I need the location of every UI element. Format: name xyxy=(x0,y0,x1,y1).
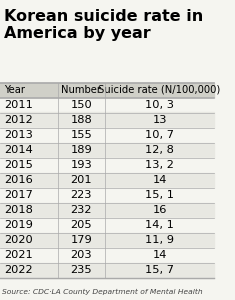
Text: 15, 7: 15, 7 xyxy=(145,265,174,275)
Text: 189: 189 xyxy=(70,145,92,155)
Text: 223: 223 xyxy=(71,190,92,200)
Text: 203: 203 xyxy=(70,250,92,260)
Text: 2017: 2017 xyxy=(4,190,33,200)
Text: Source: CDC·LA County Department of Mental Health: Source: CDC·LA County Department of Ment… xyxy=(2,289,203,295)
Text: 2022: 2022 xyxy=(4,265,33,275)
Text: 2013: 2013 xyxy=(4,130,33,140)
Bar xyxy=(0,142,214,158)
Text: 235: 235 xyxy=(70,265,92,275)
Text: 188: 188 xyxy=(70,115,92,125)
Text: 2012: 2012 xyxy=(4,115,33,125)
Text: 12, 8: 12, 8 xyxy=(145,145,174,155)
Bar xyxy=(0,232,214,247)
Text: 11, 9: 11, 9 xyxy=(145,235,174,245)
Bar xyxy=(0,172,214,188)
Bar xyxy=(0,218,214,232)
Text: Number: Number xyxy=(61,85,102,95)
Text: 2015: 2015 xyxy=(4,160,33,170)
Text: 201: 201 xyxy=(70,175,92,185)
Text: 2018: 2018 xyxy=(4,205,33,215)
Bar xyxy=(0,248,214,262)
Bar xyxy=(0,188,214,202)
Text: Suicide rate (N/100,000): Suicide rate (N/100,000) xyxy=(98,85,221,95)
Bar xyxy=(0,112,214,128)
Bar xyxy=(0,202,214,217)
Text: 155: 155 xyxy=(70,130,92,140)
Text: 14, 1: 14, 1 xyxy=(145,220,174,230)
Bar xyxy=(0,128,214,142)
Text: 2011: 2011 xyxy=(4,100,33,110)
Text: 14: 14 xyxy=(153,175,167,185)
Text: Korean suicide rate in
America by year: Korean suicide rate in America by year xyxy=(4,9,204,41)
Text: 205: 205 xyxy=(70,220,92,230)
Text: 179: 179 xyxy=(70,235,92,245)
Text: 150: 150 xyxy=(70,100,92,110)
Text: 16: 16 xyxy=(153,205,167,215)
Text: Year: Year xyxy=(4,85,25,95)
Bar xyxy=(0,158,214,172)
Text: 13, 2: 13, 2 xyxy=(145,160,174,170)
Text: 193: 193 xyxy=(70,160,92,170)
Text: 2016: 2016 xyxy=(4,175,33,185)
Text: 13: 13 xyxy=(152,115,167,125)
Text: 15, 1: 15, 1 xyxy=(145,190,174,200)
Text: 2019: 2019 xyxy=(4,220,33,230)
Text: 2020: 2020 xyxy=(4,235,33,245)
Bar xyxy=(0,82,214,98)
Text: 10, 7: 10, 7 xyxy=(145,130,174,140)
Bar xyxy=(0,262,214,278)
Text: 2014: 2014 xyxy=(4,145,33,155)
Text: 14: 14 xyxy=(153,250,167,260)
Text: 10, 3: 10, 3 xyxy=(145,100,174,110)
Bar xyxy=(0,98,214,112)
Text: 232: 232 xyxy=(71,205,92,215)
Text: 2021: 2021 xyxy=(4,250,33,260)
